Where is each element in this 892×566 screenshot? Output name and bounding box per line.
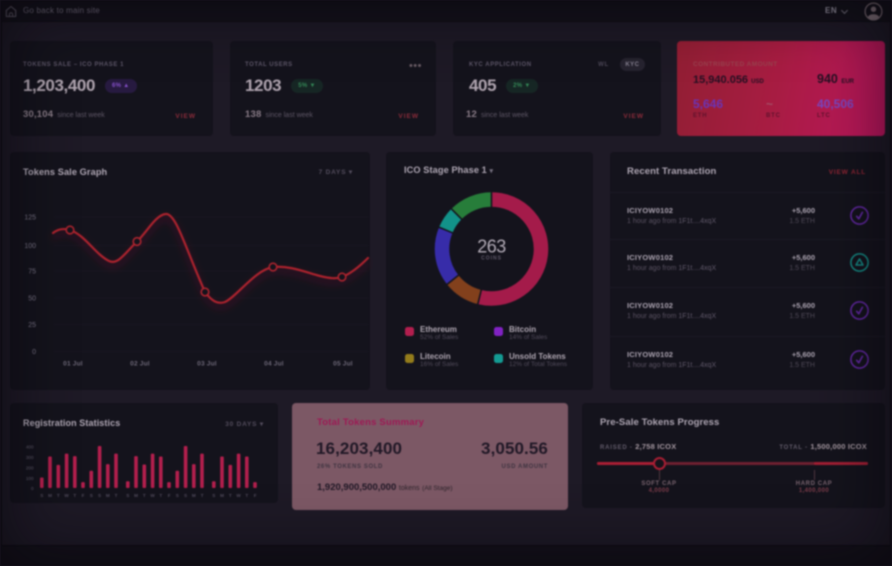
svg-text:M: M [106, 493, 110, 498]
svg-text:T: T [115, 493, 118, 498]
svg-text:0: 0 [32, 349, 36, 356]
svg-text:400: 400 [26, 445, 34, 450]
svg-text:S: S [212, 493, 215, 498]
svg-text:T: T [245, 493, 248, 498]
svg-text:M: M [48, 493, 52, 498]
svg-text:0: 0 [31, 486, 34, 491]
svg-text:M: M [220, 493, 224, 498]
svg-text:04 Jul: 04 Jul [264, 361, 284, 368]
svg-text:T: T [57, 493, 60, 498]
svg-text:T: T [73, 493, 76, 498]
svg-text:F: F [254, 493, 257, 498]
svg-text:02 Jul: 02 Jul [130, 361, 150, 368]
svg-text:100: 100 [26, 476, 34, 481]
svg-text:100: 100 [24, 243, 36, 250]
svg-text:F: F [168, 493, 171, 498]
svg-text:W: W [64, 493, 69, 498]
svg-text:W: W [236, 493, 241, 498]
svg-text:T: T [229, 493, 232, 498]
svg-text:01 Jul: 01 Jul [63, 361, 83, 368]
svg-text:M: M [192, 493, 196, 498]
svg-text:S: S [184, 493, 187, 498]
svg-text:05 Jul: 05 Jul [333, 361, 353, 368]
svg-text:50: 50 [28, 296, 36, 303]
svg-text:03 Jul: 03 Jul [197, 361, 217, 368]
svg-text:W: W [150, 493, 155, 498]
svg-text:300: 300 [26, 455, 34, 460]
svg-text:F: F [82, 493, 85, 498]
svg-text:M: M [134, 493, 138, 498]
svg-text:25: 25 [28, 322, 36, 329]
svg-text:T: T [201, 493, 204, 498]
svg-text:125: 125 [24, 215, 36, 222]
svg-text:T: T [143, 493, 146, 498]
svg-text:T: T [159, 493, 162, 498]
svg-text:S: S [126, 493, 129, 498]
svg-text:S: S [98, 493, 101, 498]
svg-text:COINS: COINS [481, 256, 502, 262]
svg-text:S: S [176, 493, 179, 498]
svg-text:S: S [40, 493, 43, 498]
svg-text:200: 200 [26, 466, 34, 471]
svg-text:75: 75 [28, 269, 36, 276]
svg-text:263: 263 [477, 237, 506, 257]
svg-text:S: S [90, 493, 93, 498]
